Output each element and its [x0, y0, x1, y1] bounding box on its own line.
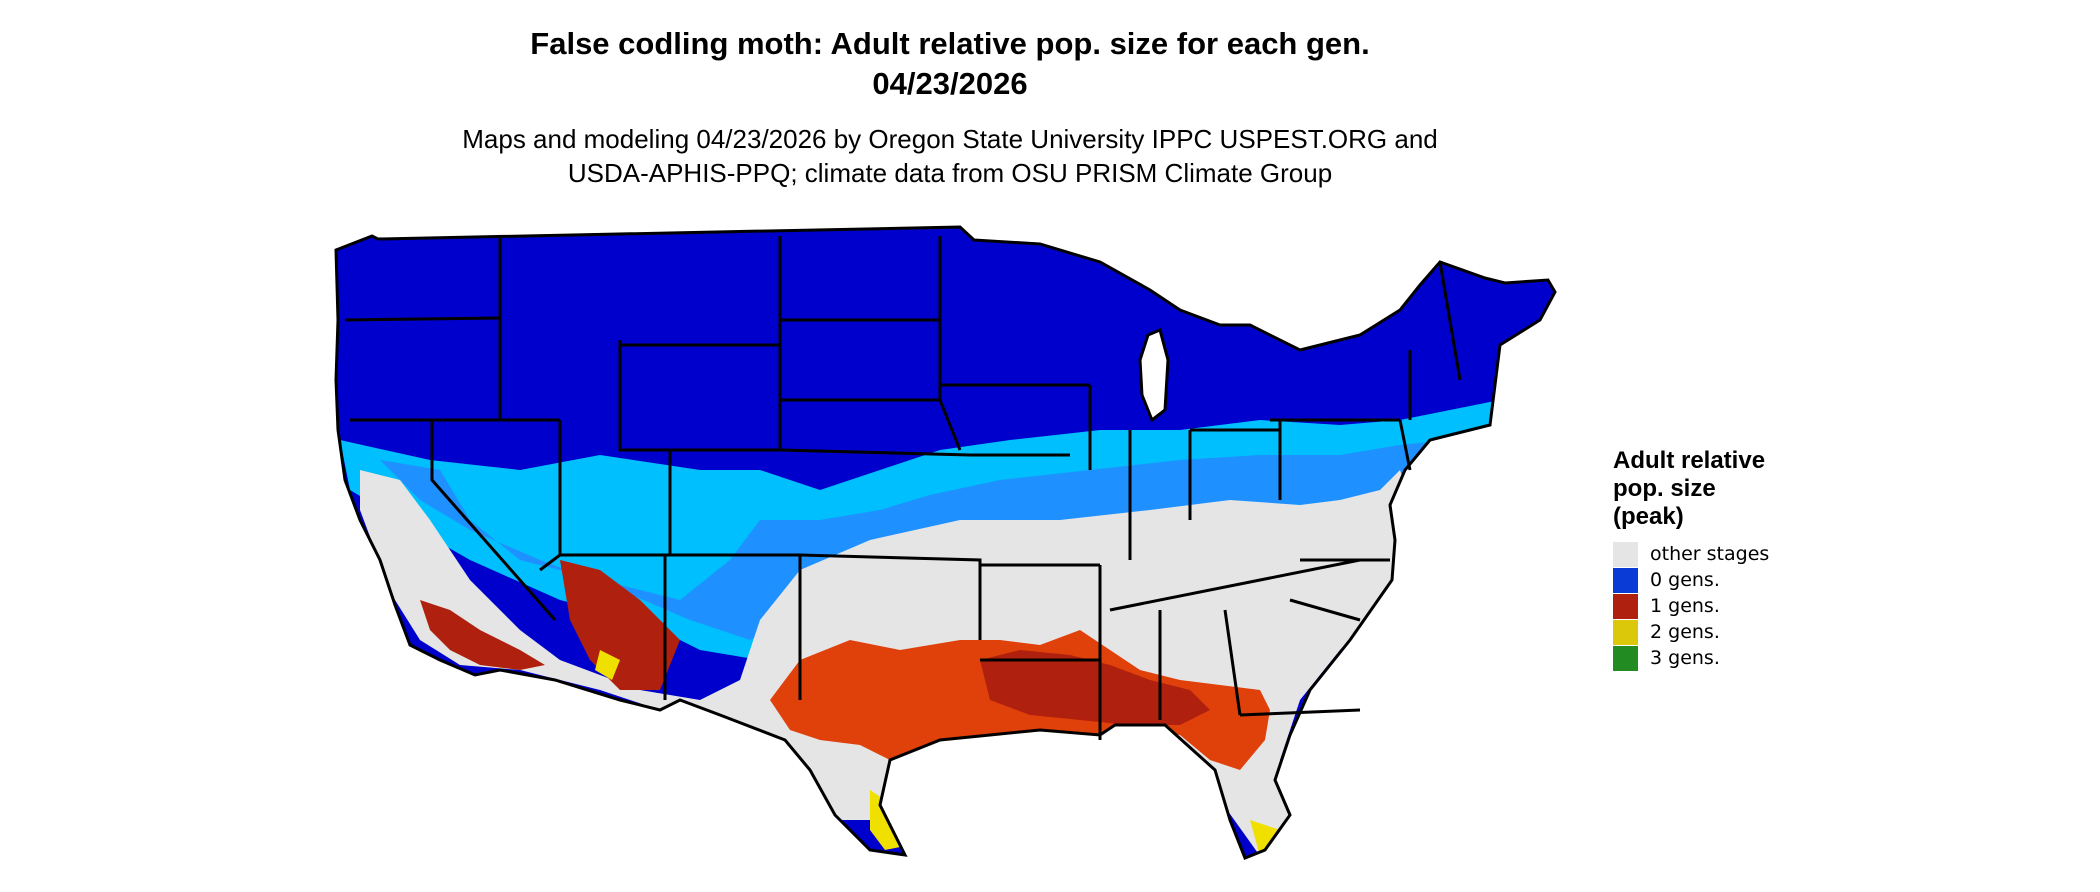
title-line-1: False codling moth: Adult relative pop. …: [530, 26, 1370, 61]
subtitle-line-2: USDA-APHIS-PPQ; climate data from OSU PR…: [567, 158, 1333, 188]
border-ok: [799, 553, 982, 640]
border-vt-nh: [1438, 261, 1462, 381]
legend-label: 0 gens.: [1650, 569, 1720, 591]
zone-1-gens-southern-california: [420, 600, 545, 670]
legend-label: 2 gens.: [1650, 621, 1720, 643]
legend-label: other stages: [1650, 543, 1770, 565]
map-title: False codling moth: Adult relative pop. …: [0, 24, 1900, 104]
border-mn-west: [938, 236, 962, 451]
legend-title: Adult relative pop. size (peak): [1613, 447, 1873, 531]
legend-item-3-gens: 3 gens.: [1613, 645, 1873, 671]
legend-title-line-1: Adult relative: [1613, 447, 1766, 474]
legend-item-1-gens: 1 gens.: [1613, 593, 1873, 619]
legend-label: 1 gens.: [1650, 595, 1720, 617]
zone-2-gens-arizona: [595, 650, 620, 680]
border-ga-fl: [1239, 708, 1361, 717]
legend-item-2-gens: 2 gens.: [1613, 619, 1873, 645]
title-line-2: 04/23/2026: [872, 66, 1028, 101]
great-lakes: [1138, 327, 1170, 423]
border-ne-ks: [779, 448, 971, 457]
subtitle-line-1: Maps and modeling 04/23/2026 by Oregon S…: [462, 124, 1438, 154]
border-pa-nj: [1398, 419, 1412, 471]
us-map: [334, 225, 1557, 860]
border-tn-south: [1109, 558, 1361, 612]
legend-title-line-3: (peak): [1613, 503, 1684, 530]
legend-title-line-2: pop. size: [1613, 475, 1716, 502]
border-nc-sc: [1289, 598, 1361, 622]
border-ca-nv: [430, 420, 557, 621]
legend-swatch-0-gens: [1613, 567, 1638, 593]
legend-swatch-3-gens: [1613, 645, 1638, 671]
population-zones: [336, 227, 1555, 858]
legend-swatch-other-stages: [1613, 541, 1638, 567]
state-borders: [334, 225, 1557, 860]
zone-1-gens-arizona: [560, 560, 680, 690]
legend-label: 3 gens.: [1650, 647, 1720, 669]
legend-item-other-stages: other stages: [1613, 541, 1873, 567]
map-subtitle: Maps and modeling 04/23/2026 by Oregon S…: [0, 122, 1900, 190]
legend-item-0-gens: 0 gens.: [1613, 567, 1873, 593]
border-al-ga: [1223, 609, 1242, 716]
lake-michigan: [1138, 327, 1170, 423]
legend-swatch-2-gens: [1613, 619, 1638, 645]
border-wa-or: [344, 316, 501, 322]
legend: Adult relative pop. size (peak) other st…: [1613, 447, 1873, 671]
zone-1-gens-deep: [980, 650, 1210, 725]
national-outline: [334, 225, 1557, 860]
legend-swatch-1-gens: [1613, 593, 1638, 619]
border-ut: [618, 340, 672, 555]
